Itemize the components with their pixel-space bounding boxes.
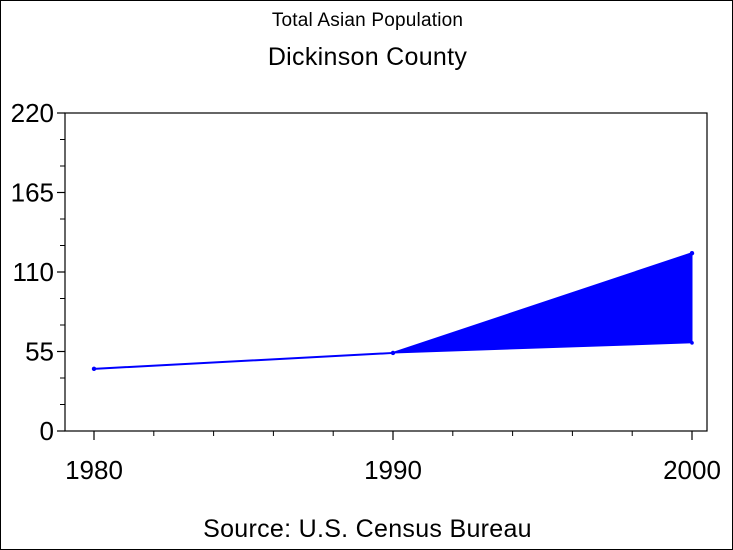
- x-axis: 1980 1990 2000: [65, 431, 721, 485]
- series-group: [91, 251, 695, 372]
- x-tick-label: 2000: [663, 455, 721, 485]
- x-tick-label: 1980: [65, 455, 123, 485]
- source-note: Source: U.S. Census Bureau: [203, 515, 532, 543]
- x-tick-label: 1990: [364, 455, 422, 485]
- y-tick-label: 110: [13, 257, 54, 287]
- y-tick-label: 165: [11, 178, 54, 208]
- data-point: [689, 251, 695, 256]
- chart-title: Dickinson County: [267, 43, 468, 71]
- data-point: [390, 350, 396, 356]
- y-tick-label: 220: [11, 98, 54, 128]
- y-axis: 0 55 110 165 220: [11, 98, 65, 446]
- area-lower-point: [690, 341, 694, 345]
- chart-subtitle: Total Asian Population: [271, 10, 464, 31]
- plot-area-border: [64, 112, 708, 432]
- data-point: [91, 366, 97, 372]
- y-tick-label: 0: [40, 416, 54, 446]
- y-tick-label: 55: [25, 337, 54, 367]
